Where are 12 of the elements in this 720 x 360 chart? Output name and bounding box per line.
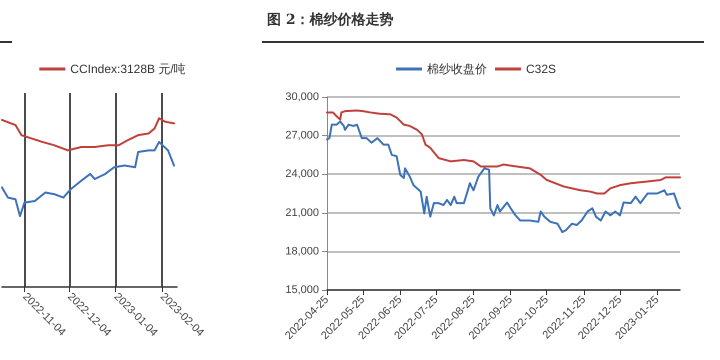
line-series	[326, 120, 681, 234]
y-tick-label: 15,000	[285, 284, 319, 296]
y-tick-label: 27,000	[285, 130, 319, 142]
y-tick-label: 24,000	[285, 168, 319, 180]
chart-title: 图 2：棉纱价格走势	[267, 12, 394, 28]
legend-label: 棉纱收盘价	[426, 62, 487, 76]
legend-label: C32S	[526, 62, 556, 76]
legend-label: CCIndex:3128B 元/吨	[70, 62, 186, 76]
y-tick-label: 21,000	[285, 206, 319, 219]
y-tick-label: 18,000	[285, 245, 319, 258]
line-series	[326, 110, 681, 194]
y-tick-label: 30,000	[285, 91, 319, 103]
